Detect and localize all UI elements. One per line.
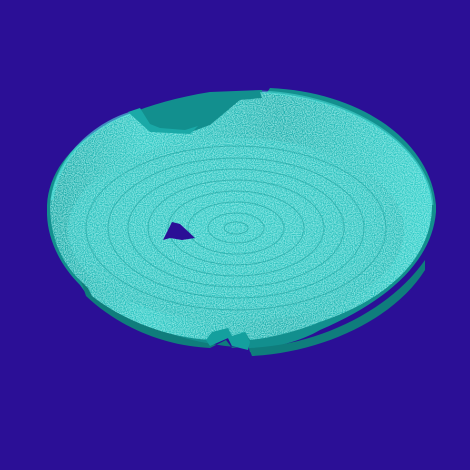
dish-floor (68, 138, 404, 322)
dish-front-band (80, 260, 425, 356)
floor-hole (163, 222, 195, 240)
rim-highlight-right (261, 90, 434, 206)
floor-rings (85, 145, 387, 311)
rim-highlight (50, 110, 136, 201)
rim-notch-bottom (206, 328, 250, 350)
rim-notch-left (128, 108, 198, 134)
